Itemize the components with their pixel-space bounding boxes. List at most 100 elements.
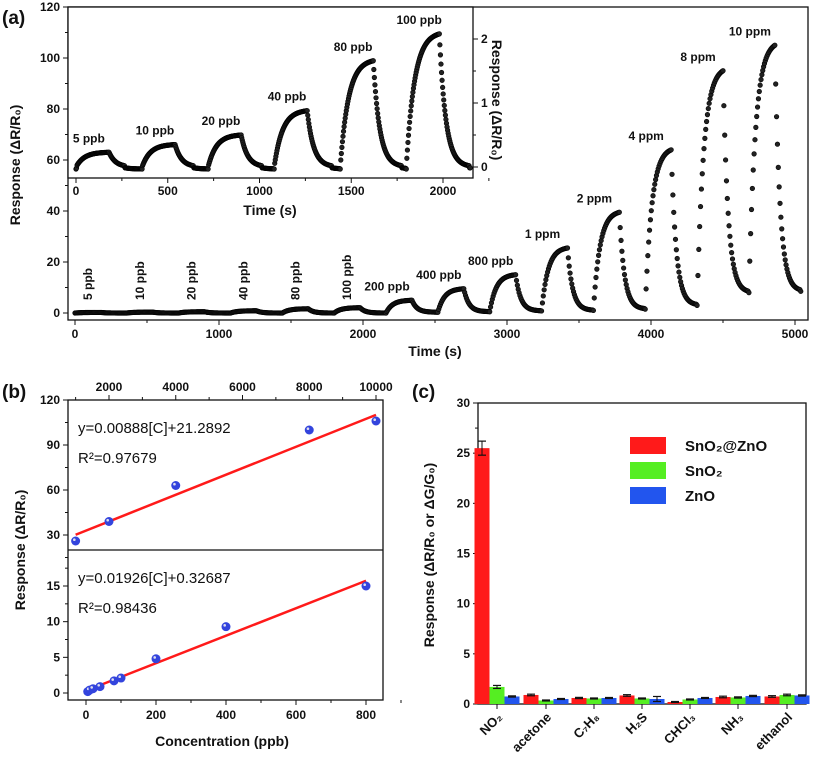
data-point [754,113,760,120]
inset-data-point [436,31,442,37]
data-point [676,269,682,275]
x-tick-label: 0 [83,708,90,722]
inset-data-point [407,113,413,120]
inset-data-point [371,66,377,73]
inset-data-point [371,74,377,81]
bar [571,697,587,704]
inset-data-point [340,128,347,134]
inset-x-axis-label: Time (s) [243,202,296,218]
exposure-label: 4 ppm [629,129,664,143]
inset-data-point [407,119,413,125]
bar [730,697,746,704]
y-axis-label: Response (ΔR/R₀ or ΔG/G₀) [421,463,437,647]
bar [779,694,795,704]
y-tick-label: 40 [47,204,61,218]
exposure-label: 8 ppm [680,50,715,64]
inset-exposure-label: 80 ppb [334,40,373,54]
data-point [672,224,678,230]
data-point [513,277,520,284]
data-point [595,252,602,258]
inset-data-point [403,166,409,172]
data-point [752,137,758,143]
inset-data-point [409,98,415,104]
category-label: C₇H₈ [570,710,602,742]
top-x-tick-label: 6000 [229,380,256,394]
data-point [647,217,654,223]
data-point [597,242,603,248]
legend-swatch [630,462,666,479]
inset-x-tick-label: 2000 [430,184,457,198]
point-highlight [111,678,114,681]
data-point [645,253,651,259]
category-label: NH₃ [718,710,746,738]
upper-fit-line [75,413,377,536]
lower-fit-equation: y=0.01926[C]+0.32687 [78,570,231,587]
inset-exposure-label: 10 ppb [136,124,175,138]
y-axis-label: Response (ΔR/R₀) [12,490,28,611]
data-point [705,105,711,112]
data-point [722,132,728,138]
point-highlight [306,427,310,431]
inset-data-point [404,147,411,153]
bar [634,698,650,704]
inset-data-point [339,144,345,150]
x-axis-label: Time (s) [408,343,461,359]
legend-label: SnO₂@ZnO [685,438,767,455]
y-tick-label: 5 [463,647,470,661]
point-highlight [106,518,109,522]
bar [586,698,602,704]
data-point [729,256,736,262]
panel-a: (a)0 1000 2000 3000 4000 5000020406080100120T… [2,0,809,359]
data-point [697,203,704,210]
data-point [720,68,726,74]
point-highlight [153,656,156,659]
data-point [672,236,679,242]
data-point [751,151,757,157]
x-tick-label: 4000 [638,327,665,341]
main-series [72,42,804,316]
data-point [650,193,656,199]
y-tick-label: 0 [463,697,470,711]
inset-y-tick-label: 2 [481,32,488,46]
inset-data-point [405,132,412,138]
data-point [780,236,786,242]
exposure-label: 40 ppb [236,261,250,300]
lower-fit-r2: R²=0.98436 [78,600,157,617]
bar [504,696,520,704]
data-point [648,208,654,214]
inset-data-point [271,166,277,172]
inset-data-point [370,58,376,64]
inset-data-point [406,125,412,132]
data-point [699,171,705,177]
panel-c: (c) 0 5 10 15 20 25 30 NO₂ acetone C₇H₈ H₂S CHCl₃ NH₃… [412,382,810,755]
inset-data-point [373,100,380,107]
lower-y-tick-label: 15 [47,579,61,593]
upper-fit-r2: R²=0.97679 [78,450,157,467]
data-point [780,244,787,250]
exposure-label: 80 ppb [288,261,302,300]
y-tick-label: 30 [457,396,471,410]
x-tick-label: 1000 [206,327,233,341]
data-point [775,164,781,170]
data-point [596,247,603,253]
bar [682,699,698,704]
y-tick-label: 20 [457,496,471,510]
lower-data-point [116,673,126,683]
data-point [569,281,575,287]
data-point [675,263,681,269]
data-point [756,88,762,95]
data-point [782,257,788,263]
lower-data-point [221,622,231,632]
bar [601,697,617,704]
data-point [591,295,597,301]
category-label: CHCl₃ [661,710,698,747]
inset-series [73,31,473,172]
data-point [617,224,623,231]
bar [523,694,539,704]
x-tick-label: 200 [146,708,166,722]
data-point [781,251,787,257]
exposure-label: 100 ppb [340,255,354,300]
data-point [696,246,702,253]
inset-exposure-label: 100 ppb [396,13,441,27]
bar [715,696,731,704]
